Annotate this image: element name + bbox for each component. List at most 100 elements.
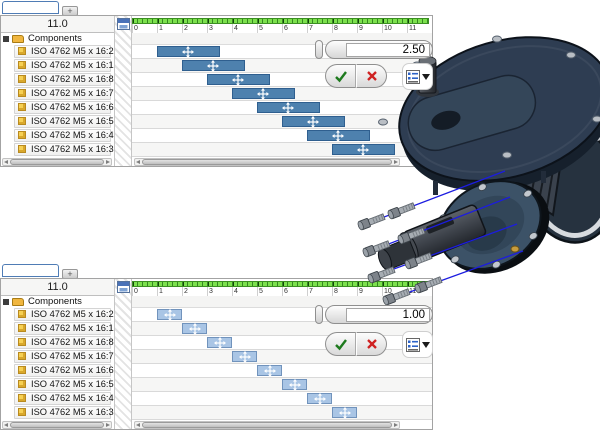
- tree-item-label: ISO 4762 M5 x 16:2: [31, 46, 114, 56]
- part-cube-icon: [18, 89, 26, 97]
- move-icon: [238, 350, 251, 363]
- cancel-button[interactable]: [356, 64, 387, 88]
- tree-item[interactable]: ISO 4762 M5 x 16:5: [1, 378, 114, 392]
- gantt-bar[interactable]: [257, 364, 282, 377]
- part-cube-icon: [18, 338, 26, 346]
- gantt-bar[interactable]: [157, 308, 182, 321]
- tree-group-label: Components: [28, 33, 82, 44]
- move-icon: [163, 308, 176, 321]
- tree-group-components[interactable]: Components: [1, 296, 114, 308]
- tree-item[interactable]: ISO 4762 M5 x 16:8: [1, 336, 114, 350]
- tree-item[interactable]: ISO 4762 M5 x 16:3: [1, 143, 114, 157]
- scroll-left-icon[interactable]: [136, 160, 140, 164]
- scrollbar-thumb[interactable]: [142, 159, 392, 165]
- tree-collapse-toggle-icon[interactable]: [3, 36, 9, 42]
- total-time-field[interactable]: 11.0: [1, 279, 114, 296]
- check-icon: [334, 70, 347, 82]
- scroll-right-icon[interactable]: [394, 160, 398, 164]
- gantt-area: [132, 308, 432, 420]
- tree-item[interactable]: ISO 4762 M5 x 16:1: [1, 322, 114, 336]
- tree-item[interactable]: ISO 4762 M5 x 16:2: [1, 45, 114, 59]
- gantt-bar[interactable]: [332, 406, 357, 419]
- scroll-left-icon[interactable]: [4, 160, 8, 164]
- gantt-bar[interactable]: [282, 115, 345, 128]
- tree-item[interactable]: ISO 4762 M5 x 16:5: [1, 115, 114, 129]
- folder-icon: [12, 35, 24, 43]
- duration-value-input[interactable]: 1.00: [346, 307, 430, 322]
- brass-fitting: [510, 245, 520, 253]
- gantt-bar[interactable]: [182, 59, 245, 72]
- gantt-bar[interactable]: [307, 392, 332, 405]
- storyboard-camera-icon: [117, 18, 130, 30]
- total-time-field[interactable]: 11.0: [1, 16, 114, 33]
- tree-item[interactable]: ISO 4762 M5 x 16:6: [1, 364, 114, 378]
- part-cube-icon: [18, 408, 26, 416]
- tree-collapse-toggle-icon[interactable]: [3, 299, 9, 305]
- tree-item[interactable]: ISO 4762 M5 x 16:3: [1, 406, 114, 420]
- tree-item[interactable]: ISO 4762 M5 x 16:8: [1, 73, 114, 87]
- ruler-tick-label: 5: [259, 25, 263, 32]
- tree-timeline-splitter[interactable]: [114, 279, 132, 429]
- gantt-bar[interactable]: [157, 45, 220, 58]
- timeline-horizontal-scrollbar[interactable]: [134, 158, 400, 166]
- options-dropdown-button[interactable]: [402, 63, 433, 90]
- tree-item[interactable]: ISO 4762 M5 x 16:4: [1, 129, 114, 143]
- gantt-bar[interactable]: [207, 336, 232, 349]
- scroll-right-icon[interactable]: [394, 423, 398, 427]
- gantt-bar[interactable]: [207, 73, 270, 86]
- ruler-tick-label: 7: [309, 25, 313, 32]
- cross-icon: [366, 71, 377, 81]
- tree-item-label: ISO 4762 M5 x 16:8: [31, 337, 114, 347]
- gantt-bar[interactable]: [182, 322, 207, 335]
- gantt-bar[interactable]: [232, 87, 295, 100]
- cap-screw: [413, 274, 444, 295]
- gantt-bar[interactable]: [232, 350, 257, 363]
- options-dropdown-button[interactable]: [402, 331, 433, 358]
- ruler-tick-label: 5: [259, 288, 263, 295]
- scroll-left-icon[interactable]: [136, 423, 140, 427]
- tree-item[interactable]: ISO 4762 M5 x 16:4: [1, 392, 114, 406]
- storyboard-tab[interactable]: [2, 1, 59, 14]
- duration-slider-handle[interactable]: [315, 40, 323, 59]
- gantt-bar[interactable]: [282, 378, 307, 391]
- tree-timeline-splitter[interactable]: [114, 16, 132, 166]
- storyboard-panel-top: + 11.0 0 1 2 3 4 5 6 7 8 9 10 11 Components ISO 476…: [0, 0, 433, 168]
- tree-item[interactable]: ISO 4762 M5 x 16:2: [1, 308, 114, 322]
- tree-item[interactable]: ISO 4762 M5 x 16:1: [1, 59, 114, 73]
- confirm-button[interactable]: [325, 64, 356, 88]
- tree-item[interactable]: ISO 4762 M5 x 16:7: [1, 87, 114, 101]
- tree-horizontal-scrollbar[interactable]: [2, 158, 112, 166]
- tree-item-box: [14, 129, 111, 142]
- duration-slider-handle[interactable]: [315, 305, 323, 324]
- tree-item-box: [14, 45, 111, 58]
- tree-group-components[interactable]: Components: [1, 33, 114, 45]
- component-tree: ISO 4762 M5 x 16:2 ISO 4762 M5 x 16:1 ISO …: [1, 308, 114, 420]
- cancel-button[interactable]: [356, 332, 387, 356]
- gantt-bar[interactable]: [307, 129, 370, 142]
- scrollbar-thumb[interactable]: [10, 422, 104, 428]
- gantt-bar[interactable]: [332, 143, 395, 156]
- duration-value-input[interactable]: 2.50: [346, 42, 430, 57]
- tree-item-label: ISO 4762 M5 x 16:1: [31, 60, 114, 70]
- scroll-right-icon[interactable]: [106, 160, 110, 164]
- duration-pill: 1.00: [325, 305, 433, 324]
- cap-screw: [356, 211, 387, 232]
- tree-item[interactable]: ISO 4762 M5 x 16:7: [1, 350, 114, 364]
- part-cube-icon: [18, 103, 26, 111]
- confirm-button[interactable]: [325, 332, 356, 356]
- scroll-left-icon[interactable]: [4, 423, 8, 427]
- scrollbar-thumb[interactable]: [10, 159, 104, 165]
- scrollbar-thumb[interactable]: [142, 422, 392, 428]
- ruler-tick-label: 3: [209, 288, 213, 295]
- storyboard-tab[interactable]: [2, 264, 59, 277]
- gantt-bar[interactable]: [257, 101, 320, 114]
- scroll-right-icon[interactable]: [106, 423, 110, 427]
- tree-horizontal-scrollbar[interactable]: [2, 421, 112, 429]
- tree-item[interactable]: ISO 4762 M5 x 16:6: [1, 101, 114, 115]
- assembly-3d-viewport[interactable]: [355, 25, 600, 317]
- cap-screw: [381, 286, 412, 307]
- timeline-horizontal-scrollbar[interactable]: [134, 421, 400, 429]
